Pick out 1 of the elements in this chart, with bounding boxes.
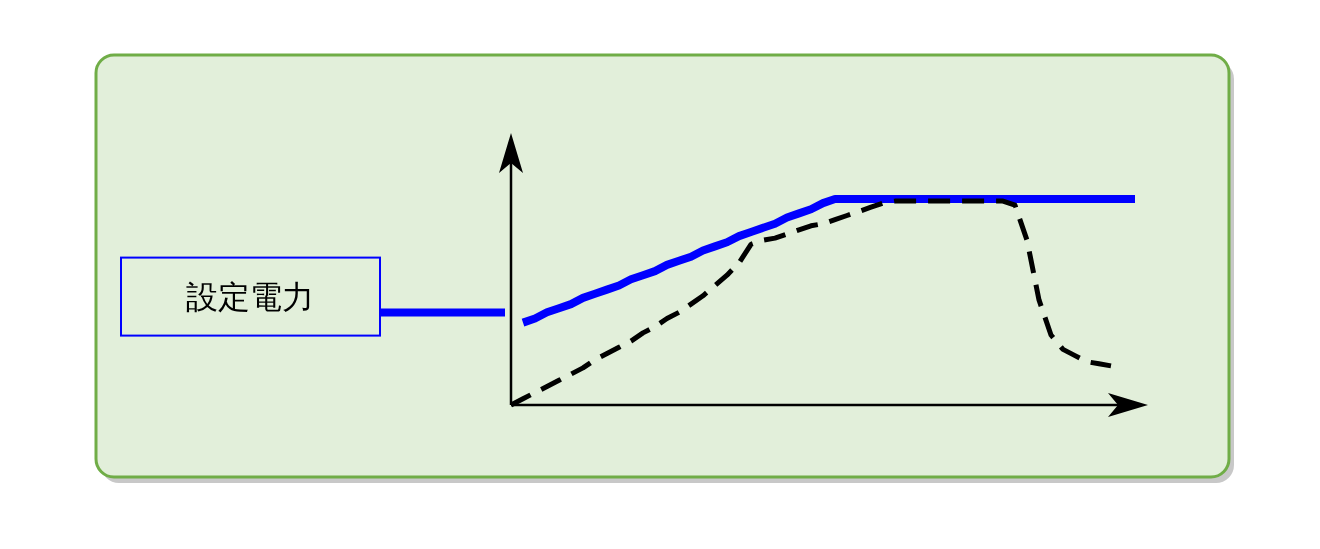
legend-label: 設定電力 [186,277,314,316]
